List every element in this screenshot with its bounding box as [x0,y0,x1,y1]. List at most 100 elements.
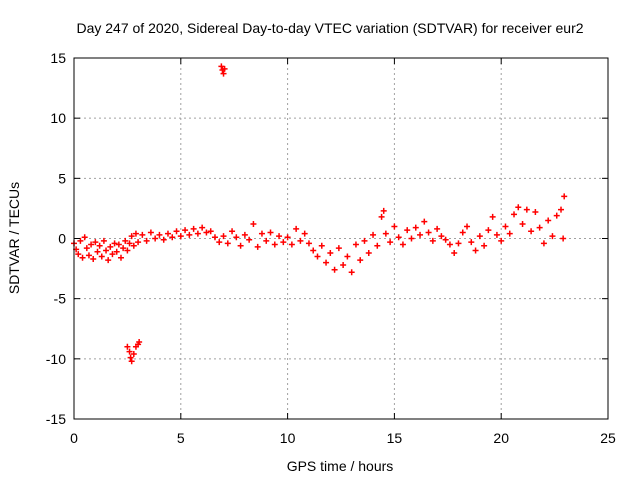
data-point [177,233,184,240]
data-point [429,237,436,244]
data-point [237,242,244,249]
data-point [173,228,180,235]
data-point [120,245,127,252]
data-point [169,234,176,241]
data-point [94,248,101,255]
data-point [515,204,522,211]
data-point [107,243,114,250]
data-point [408,235,415,242]
data-point [421,218,428,225]
data-point [199,224,206,231]
data-point [318,242,325,249]
data-point [425,229,432,236]
data-point [553,212,560,219]
data-point [395,234,402,241]
y-tick-label: -5 [54,291,67,307]
data-point [506,230,513,237]
data-point [476,233,483,240]
x-tick-labels: 0 5 10 15 20 25 [70,430,616,446]
data-point [132,230,139,237]
data-point [103,247,110,254]
data-point [113,248,120,255]
data-point [100,237,107,244]
data-point [314,253,321,260]
y-axis-label: SDTVAR / TECUs [6,182,22,294]
data-point [323,259,330,266]
data-point [250,221,257,228]
data-point [139,231,146,238]
y-tick-label: 0 [58,231,66,247]
data-point [221,65,228,72]
data-point [130,351,137,358]
x-tick-label: 15 [387,430,403,446]
data-point [284,234,291,241]
data-point [216,239,223,246]
data-point [455,240,462,247]
chart-title: Day 247 of 2020, Sidereal Day-to-day VTE… [76,20,583,36]
data-point [127,354,134,361]
data-point [297,237,304,244]
data-point [258,230,265,237]
data-point [263,237,270,244]
data-point [481,242,488,249]
data-point [190,225,197,232]
data-point [220,233,227,240]
data-point [370,231,377,238]
data-point [98,253,105,260]
data-point [115,241,122,248]
y-tick-label: -15 [46,411,66,427]
data-point [558,206,565,213]
data-point [489,213,496,220]
y-tick-label: 10 [50,110,66,126]
data-point [105,257,112,264]
data-point [135,239,142,246]
data-point [147,229,154,236]
data-point [117,254,124,261]
data-point [451,249,458,256]
data-point [288,241,295,248]
data-point [399,241,406,248]
data-point [194,230,201,237]
data-point [523,206,530,213]
data-point [464,223,471,230]
data-point [111,240,118,247]
data-point [128,358,135,365]
data-point [83,245,90,252]
data-point [143,237,150,244]
data-point [310,247,317,254]
data-point [280,239,287,246]
data-point [130,242,137,249]
data-point [207,228,214,235]
data-point [357,257,364,264]
data-point [79,254,86,261]
data-point [391,223,398,230]
data-point [545,217,552,224]
data-point [365,249,372,256]
data-point [271,241,278,248]
data-point [532,209,539,216]
data-point [301,230,308,237]
data-point [348,269,355,276]
data-point [560,235,567,242]
data-point [387,239,394,246]
data-point [549,233,556,240]
data-point [561,193,568,200]
data-point [75,251,82,258]
data-point [96,242,103,249]
data-point [90,255,97,262]
x-tick-label: 0 [70,430,78,446]
data-point [276,233,283,240]
data-point [442,236,449,243]
data-point [412,224,419,231]
data-point [81,234,88,241]
data-point [331,266,338,273]
data-point [267,229,274,236]
y-tick-label: -10 [46,351,66,367]
y-tick-label: 5 [58,170,66,186]
data-point [536,224,543,231]
x-axis-label: GPS time / hours [287,458,394,474]
data-point [126,240,133,247]
data-point [498,237,505,244]
data-point [156,231,163,238]
